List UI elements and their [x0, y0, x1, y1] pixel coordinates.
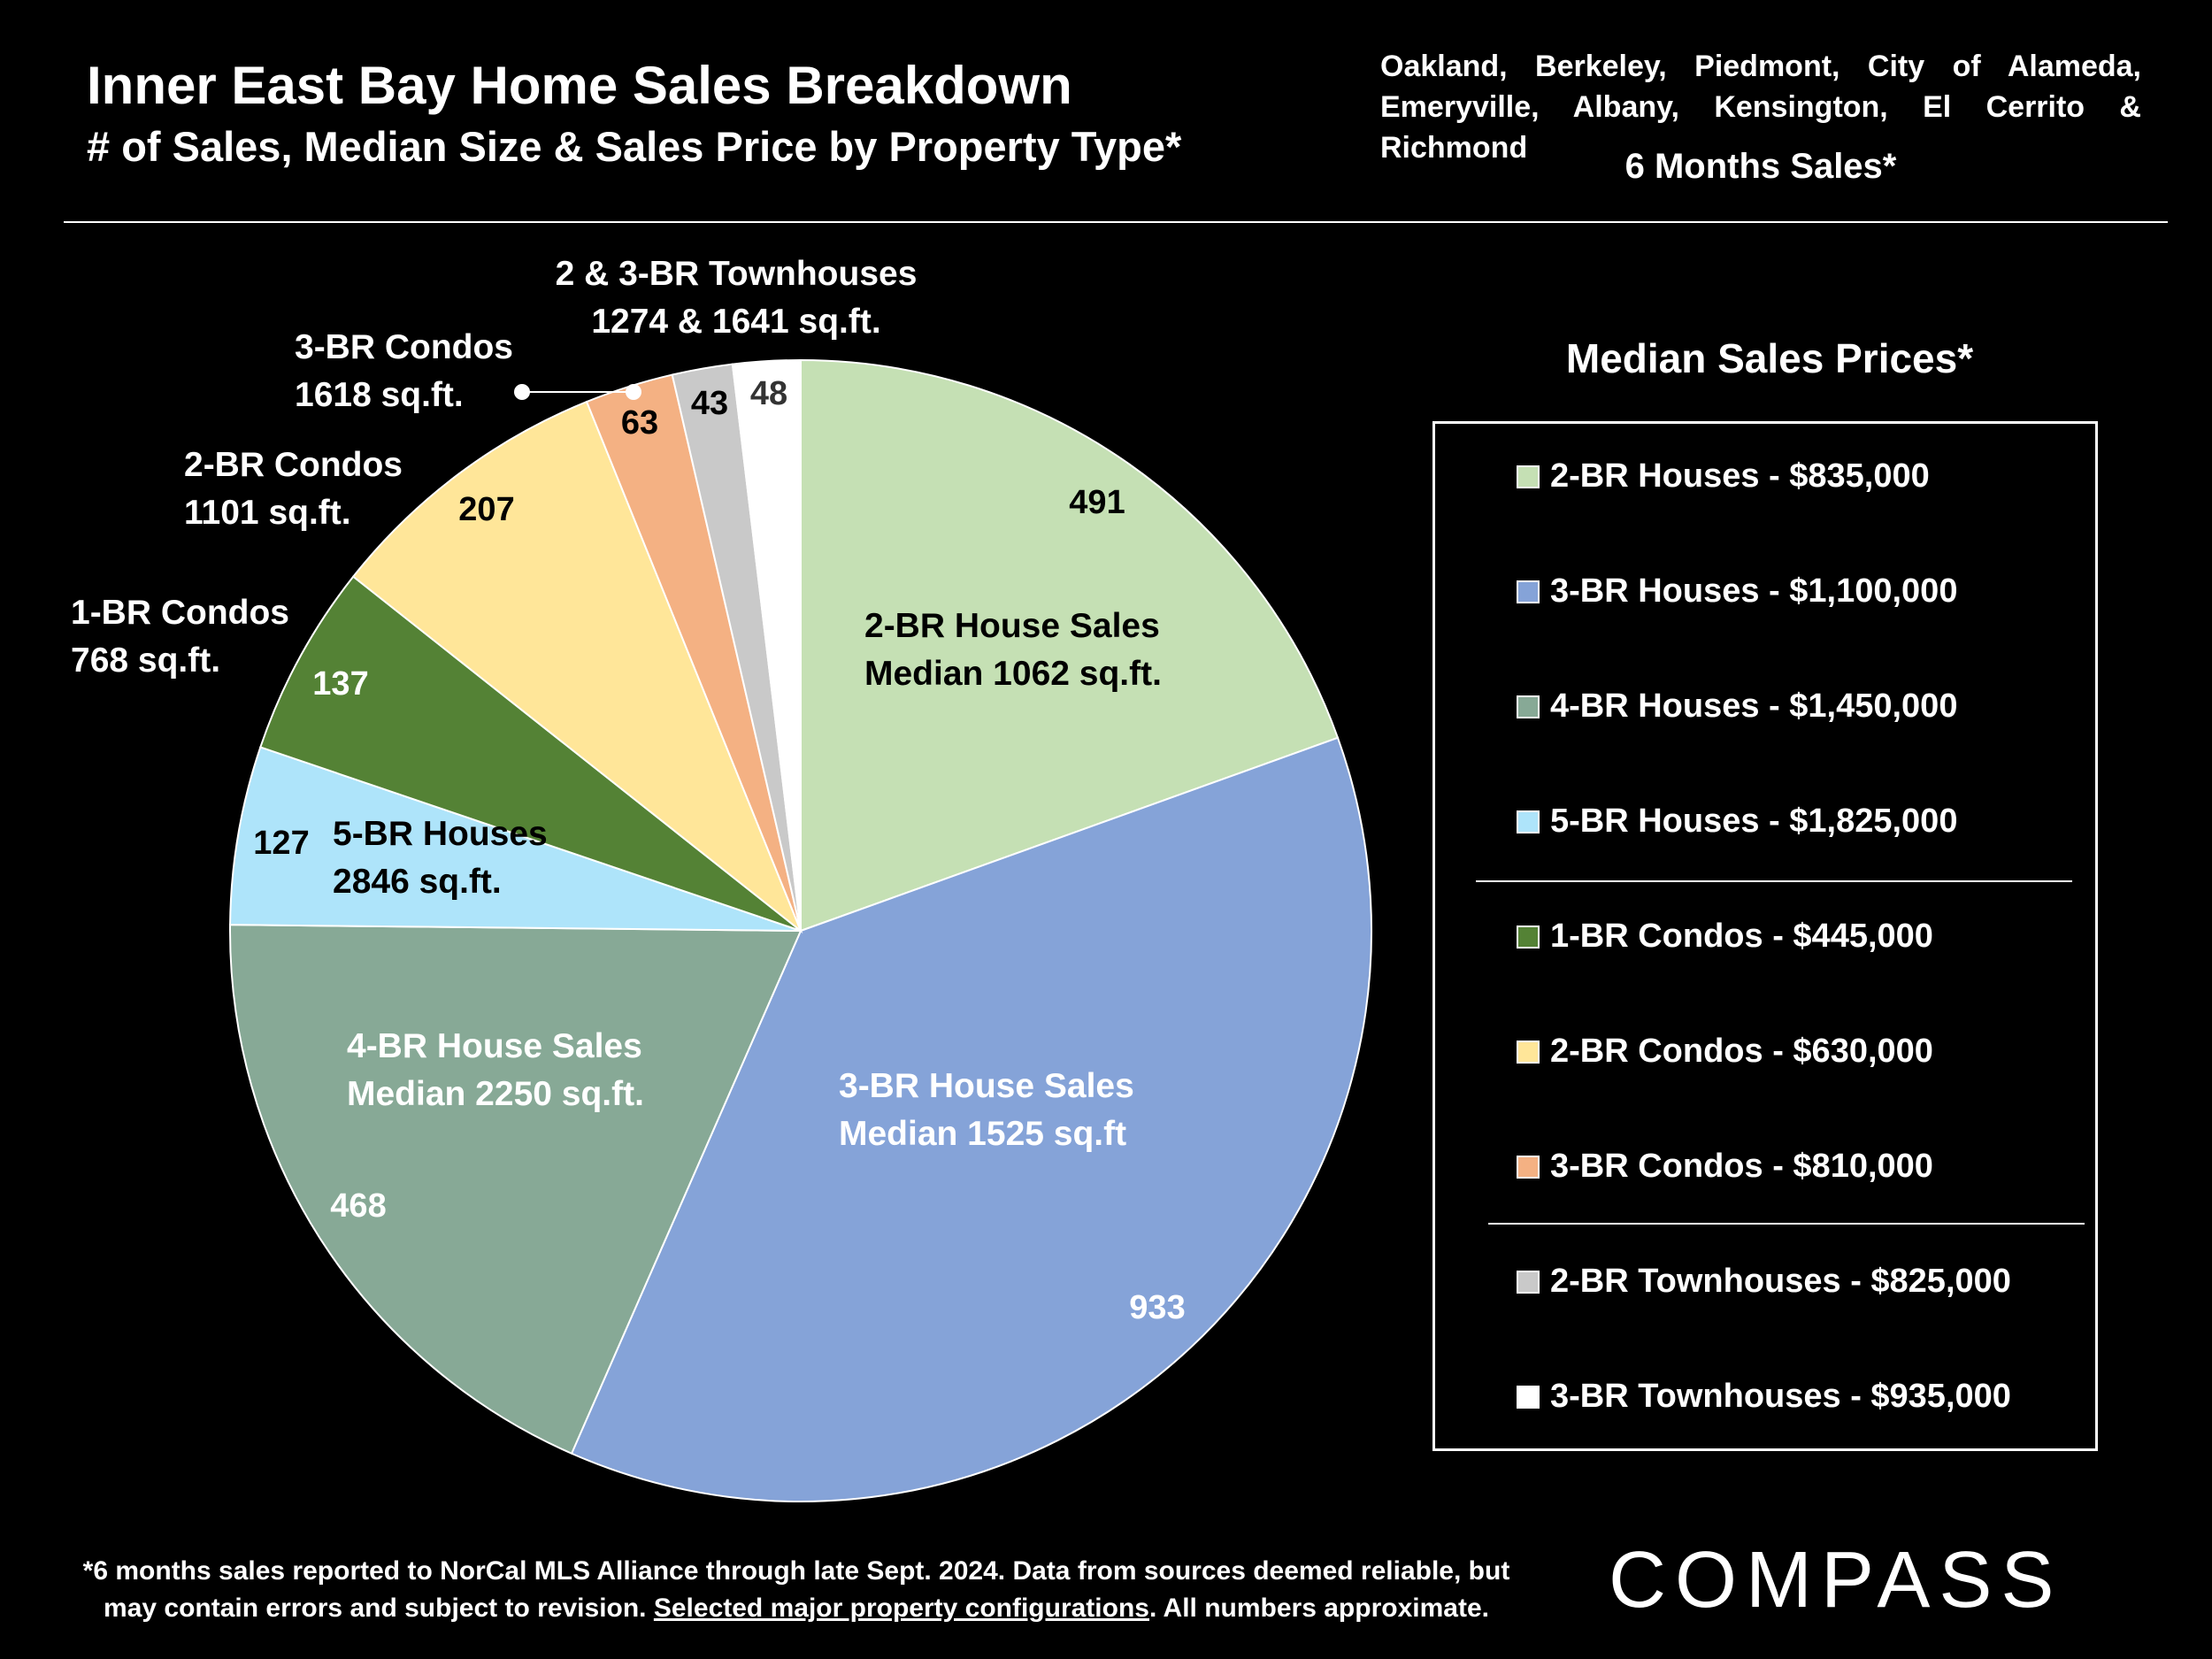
- legend-swatch: [1517, 810, 1540, 833]
- legend-label: 4-BR Houses - $1,450,000: [1550, 687, 1958, 725]
- value-label-1br-condo: 137: [312, 665, 368, 703]
- legend-item: 2-BR Houses - $835,000: [1517, 457, 1930, 495]
- legend-divider-2: [1488, 1223, 2085, 1225]
- legend-title: Median Sales Prices*: [1565, 335, 1974, 381]
- legend-item: 3-BR Houses - $1,100,000: [1517, 572, 1957, 611]
- legend-item: 2-BR Townhouses - $825,000: [1517, 1263, 2011, 1301]
- slice-caption-5br-house-2: 2846 sq.ft.: [333, 863, 502, 901]
- legend-divider-1: [1476, 880, 2072, 882]
- legend-swatch: [1517, 580, 1540, 603]
- value-label-3br-condo: 63: [621, 404, 658, 442]
- slice-caption-4br-house-1: 4-BR House Sales: [347, 1027, 642, 1065]
- legend-label: 2-BR Townhouses - $825,000: [1550, 1263, 2011, 1300]
- legend-swatch: [1517, 925, 1540, 949]
- value-label-3br-townhouse: 48: [750, 375, 787, 412]
- value-label-2br-house: 491: [1069, 484, 1125, 521]
- slice-caption-3br-condo-1: 3-BR Condos: [295, 328, 513, 366]
- pie-slice-1br-condo: [259, 575, 802, 932]
- footnote-link[interactable]: Selected major property configurations: [653, 1594, 1149, 1623]
- legend-swatch: [1517, 1155, 1540, 1179]
- slice-caption-1br-condo-1: 1-BR Condos: [71, 594, 289, 632]
- legend-label: 1-BR Condos - $445,000: [1550, 918, 1933, 955]
- legend: 2-BR Houses - $835,000 3-BR Houses - $1,1…: [1432, 421, 2098, 1451]
- slice-caption-3br-condo-2: 1618 sq.ft.: [295, 376, 464, 414]
- pie-slice-4br-house: [229, 924, 803, 1455]
- legend-item: 1-BR Condos - $445,000: [1517, 918, 1933, 956]
- slice-caption-2br-condo-1: 2-BR Condos: [184, 446, 403, 484]
- legend-item: 3-BR Townhouses - $935,000: [1517, 1378, 2011, 1416]
- legend-label: 3-BR Houses - $1,100,000: [1550, 572, 1958, 610]
- slice-caption-townhouses-2: 1274 & 1641 sq.ft.: [591, 303, 880, 341]
- legend-label: 3-BR Townhouses - $935,000: [1550, 1378, 2011, 1415]
- footnote-line-1: *6 months sales reported to NorCal MLS A…: [82, 1556, 1510, 1586]
- pie-slice-3br-townhouse: [731, 358, 802, 932]
- region-line-2: Emeryville, Albany, Kensington, El Cerri…: [1380, 90, 2141, 165]
- value-label-2br-condo: 207: [458, 491, 514, 528]
- slice-caption-townhouses-1: 2 & 3-BR Townhouses: [556, 255, 918, 293]
- legend-swatch: [1517, 695, 1540, 718]
- footnote-text-b: . All numbers approximate.: [1148, 1594, 1489, 1623]
- region-line-1: Oakland, Berkeley, Piedmont, City of Ala…: [1380, 50, 2141, 83]
- slice-caption-2br-house-2: Median 1062 sq.ft.: [864, 655, 1162, 693]
- slice-caption-3br-house-1: 3-BR House Sales: [839, 1067, 1134, 1105]
- pie-slice-2br-house: [800, 358, 1340, 933]
- legend-swatch: [1517, 1040, 1540, 1064]
- legend-label: 2-BR Condos - $630,000: [1550, 1033, 1933, 1070]
- pie-slice-5br-house: [229, 746, 802, 932]
- legend-item: 4-BR Houses - $1,450,000: [1517, 687, 1957, 726]
- legend-swatch: [1517, 465, 1540, 488]
- period-label: 6 Months Sales*: [1624, 147, 1897, 186]
- slice-caption-2br-house-1: 2-BR House Sales: [864, 607, 1160, 645]
- page-title: Inner East Bay Home Sales Breakdown: [87, 56, 1072, 115]
- value-label-4br-house: 468: [330, 1187, 386, 1225]
- legend-label: 2-BR Houses - $835,000: [1550, 457, 1930, 495]
- legend-label: 3-BR Condos - $810,000: [1550, 1148, 1933, 1185]
- legend-item: 3-BR Condos - $810,000: [1517, 1148, 1933, 1186]
- value-label-2br-townhouse: 43: [691, 385, 728, 422]
- slice-caption-2br-condo-2: 1101 sq.ft.: [184, 494, 351, 532]
- slice-caption-5br-house-1: 5-BR Houses: [333, 815, 548, 853]
- pie-slice-2br-condo: [351, 400, 803, 934]
- footnote: *6 months sales reported to NorCal MLS A…: [62, 1553, 1531, 1627]
- leader-dot-1: [514, 384, 530, 400]
- value-label-5br-house: 127: [253, 825, 309, 862]
- slice-caption-4br-house-2: Median 2250 sq.ft.: [347, 1075, 644, 1113]
- legend-item: 5-BR Houses - $1,825,000: [1517, 803, 1957, 841]
- legend-swatch: [1517, 1385, 1540, 1409]
- slice-caption-1br-condo-2: 768 sq.ft.: [71, 641, 220, 680]
- slice-caption-3br-house-2: Median 1525 sq.ft: [839, 1115, 1126, 1153]
- legend-item: 2-BR Condos - $630,000: [1517, 1033, 1933, 1071]
- footnote-line-2: may contain errors and subject to revisi…: [62, 1590, 1531, 1627]
- page-subtitle: # of Sales, Median Size & Sales Price by…: [87, 123, 1182, 170]
- leader-dot-2: [626, 384, 641, 400]
- logo-text: COMPASS: [1609, 1536, 2063, 1624]
- footnote-text-a: may contain errors and subject to revisi…: [104, 1594, 654, 1623]
- pie-slice-3br-house: [570, 736, 1372, 1502]
- value-label-3br-house: 933: [1129, 1289, 1185, 1326]
- legend-label: 5-BR Houses - $1,825,000: [1550, 803, 1958, 840]
- legend-swatch: [1517, 1270, 1540, 1294]
- header-divider: [64, 221, 2168, 223]
- region-note: Oakland, Berkeley, Piedmont, City of Ala…: [1380, 46, 2141, 168]
- compass-logo: COMPASS: [1609, 1535, 2062, 1626]
